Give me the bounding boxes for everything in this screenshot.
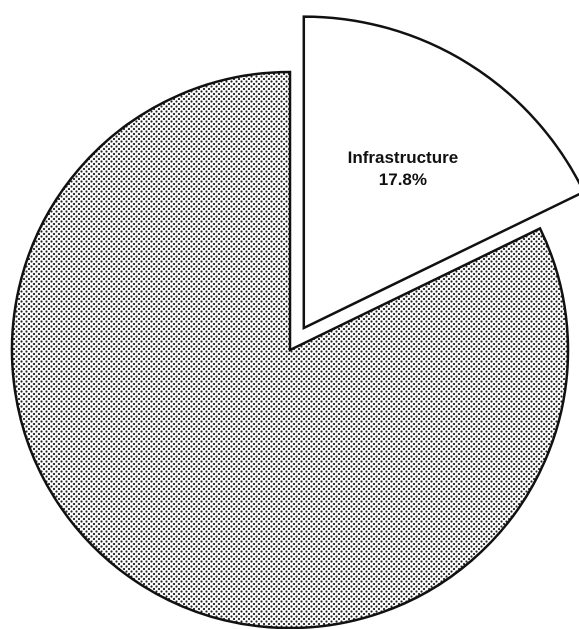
pie-slice [10, 70, 570, 629]
slice-label: Infrastructure [348, 148, 459, 167]
pie-slice [302, 15, 579, 330]
slice-value-label: 17.8% [379, 170, 427, 189]
